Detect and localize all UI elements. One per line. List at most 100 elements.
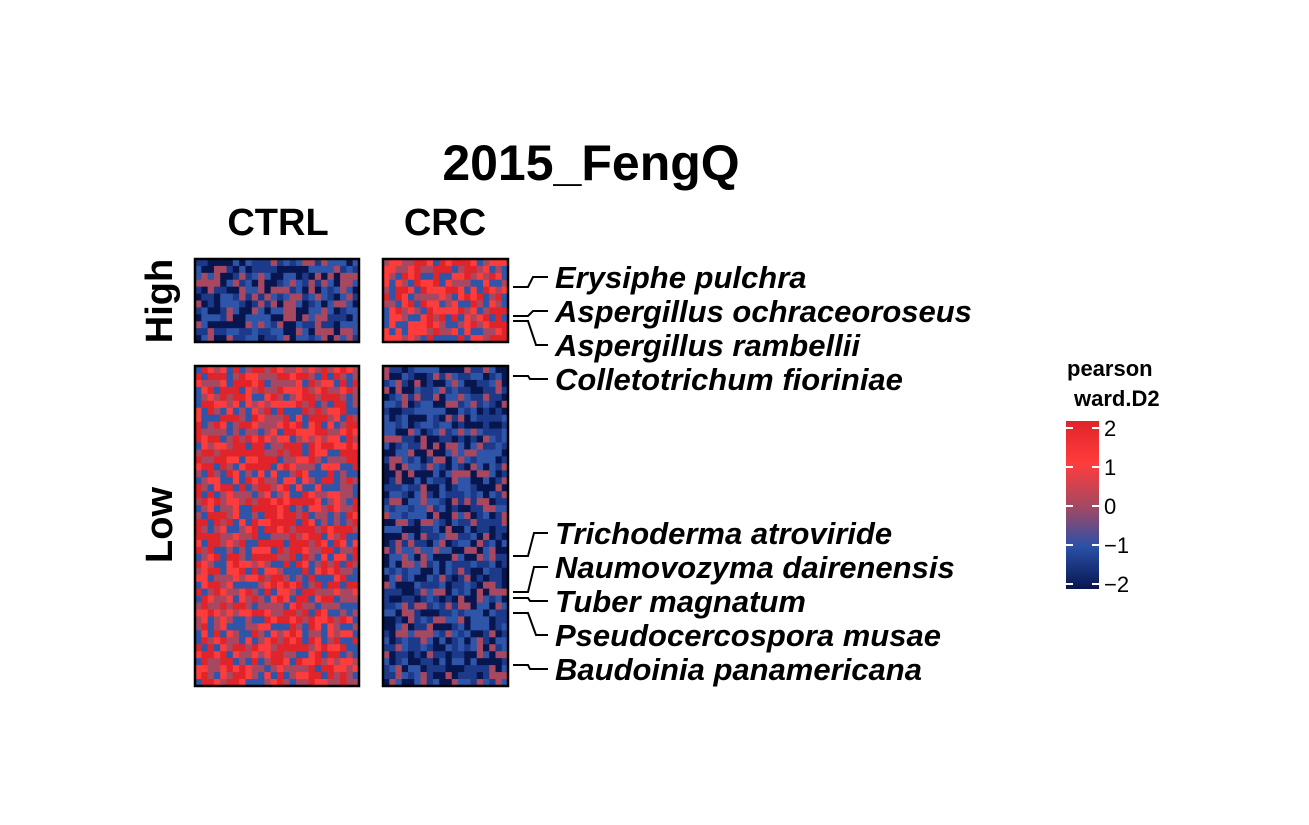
- heatmap-cell: [476, 328, 484, 336]
- heatmap-cell: [414, 414, 421, 423]
- heatmap-cell: [314, 449, 322, 457]
- heatmap-cell: [232, 366, 240, 374]
- heatmap-cell: [207, 393, 215, 402]
- heatmap-cell: [295, 328, 303, 336]
- heatmap-cell: [220, 442, 227, 450]
- heatmap-cell: [226, 449, 234, 457]
- heatmap-cell: [220, 470, 227, 478]
- heatmap-cell: [239, 532, 246, 541]
- heatmap-cell: [283, 328, 291, 336]
- heatmap-cell: [289, 428, 297, 436]
- heatmap-cell: [352, 616, 360, 624]
- heatmap-cell: [213, 321, 221, 329]
- heatmap-cell: [451, 484, 459, 492]
- heatmap-cell: [340, 505, 347, 513]
- heatmap-cell: [401, 539, 409, 548]
- heatmap-cell: [333, 293, 341, 301]
- heatmap-cell: [389, 400, 396, 409]
- heatmap-cell: [295, 393, 303, 402]
- heatmap-cell: [308, 672, 316, 680]
- heatmap-cell: [302, 595, 309, 603]
- heatmap-cell: [489, 505, 496, 513]
- heatmap-cell: [426, 407, 434, 416]
- heatmap-cell: [464, 546, 471, 555]
- heatmap-cell: [195, 307, 202, 315]
- heatmap-cell: [476, 407, 484, 416]
- heatmap-cell: [302, 372, 309, 381]
- heatmap-cell: [201, 505, 209, 513]
- heatmap-cell: [414, 428, 421, 436]
- heatmap-cell: [220, 491, 227, 499]
- heatmap-cell: [333, 588, 341, 596]
- heatmap-cell: [464, 386, 471, 395]
- heatmap-cell: [408, 553, 415, 562]
- legend-tick-label: 1: [1104, 455, 1116, 480]
- heatmap-cell: [495, 456, 503, 464]
- heatmap-cell: [226, 595, 234, 603]
- heatmap-cell: [458, 651, 465, 659]
- heatmap-cell: [464, 512, 471, 520]
- heatmap-cell: [277, 644, 284, 652]
- heatmap-cell: [270, 379, 278, 388]
- heatmap-cell: [258, 498, 265, 506]
- heatmap-cell: [445, 532, 453, 541]
- heatmap-cell: [277, 328, 284, 336]
- heatmap-cell: [239, 335, 246, 343]
- heatmap-cell: [245, 300, 253, 308]
- heatmap-cell: [302, 477, 309, 485]
- heatmap-cell: [346, 526, 354, 534]
- heatmap-cell: [283, 393, 291, 402]
- heatmap-cell: [408, 679, 415, 687]
- heatmap-cell: [501, 307, 509, 315]
- heatmap-cell: [383, 456, 390, 464]
- heatmap-cell: [239, 491, 246, 499]
- heatmap-cell: [439, 259, 446, 267]
- heatmap-cell: [433, 602, 440, 610]
- heatmap-cell: [433, 512, 440, 520]
- heatmap-cell: [352, 665, 360, 673]
- heatmap-cell: [333, 307, 341, 315]
- heatmap-cell: [439, 366, 446, 374]
- heatmap-cell: [251, 328, 259, 336]
- heatmap-cell: [289, 442, 297, 450]
- heatmap-cell: [340, 393, 347, 402]
- heatmap-cell: [495, 379, 503, 388]
- heatmap-cell: [258, 637, 265, 645]
- heatmap-cell: [213, 519, 221, 527]
- heatmap-cell: [439, 456, 446, 464]
- heatmap-cell: [470, 456, 478, 464]
- heatmap-cell: [270, 526, 278, 534]
- heatmap-cell: [239, 672, 246, 680]
- heatmap-cell: [458, 623, 465, 631]
- heatmap-cell: [314, 679, 322, 687]
- heatmap-cell: [352, 421, 360, 430]
- heatmap-cell: [239, 386, 246, 395]
- heatmap-cell: [408, 658, 415, 666]
- heatmap-cell: [352, 366, 360, 374]
- heatmap-cell: [321, 574, 328, 583]
- heatmap-cells: [195, 259, 509, 687]
- heatmap-cell: [483, 366, 490, 374]
- heatmap-cell: [283, 265, 291, 274]
- heatmap-cell: [445, 637, 453, 645]
- heatmap-cell: [232, 386, 240, 395]
- heatmap-cell: [289, 400, 297, 409]
- heatmap-cell: [470, 651, 478, 659]
- heatmap-cell: [476, 456, 484, 464]
- heatmap-cell: [445, 630, 453, 638]
- heatmap-cell: [195, 366, 202, 374]
- heatmap-cell: [426, 644, 434, 652]
- heatmap-cell: [501, 484, 509, 492]
- heatmap-cell: [333, 484, 341, 492]
- heatmap-cell: [207, 679, 215, 687]
- heatmap-cell: [314, 372, 322, 381]
- heatmap-cell: [283, 651, 291, 659]
- heatmap-cell: [451, 623, 459, 631]
- heatmap-cell: [283, 470, 291, 478]
- heatmap-cell: [277, 595, 284, 603]
- heatmap-cell: [426, 581, 434, 590]
- heatmap-cell: [433, 393, 440, 402]
- heatmap-cell: [340, 335, 347, 343]
- heatmap-cell: [283, 379, 291, 388]
- heatmap-cell: [426, 532, 434, 541]
